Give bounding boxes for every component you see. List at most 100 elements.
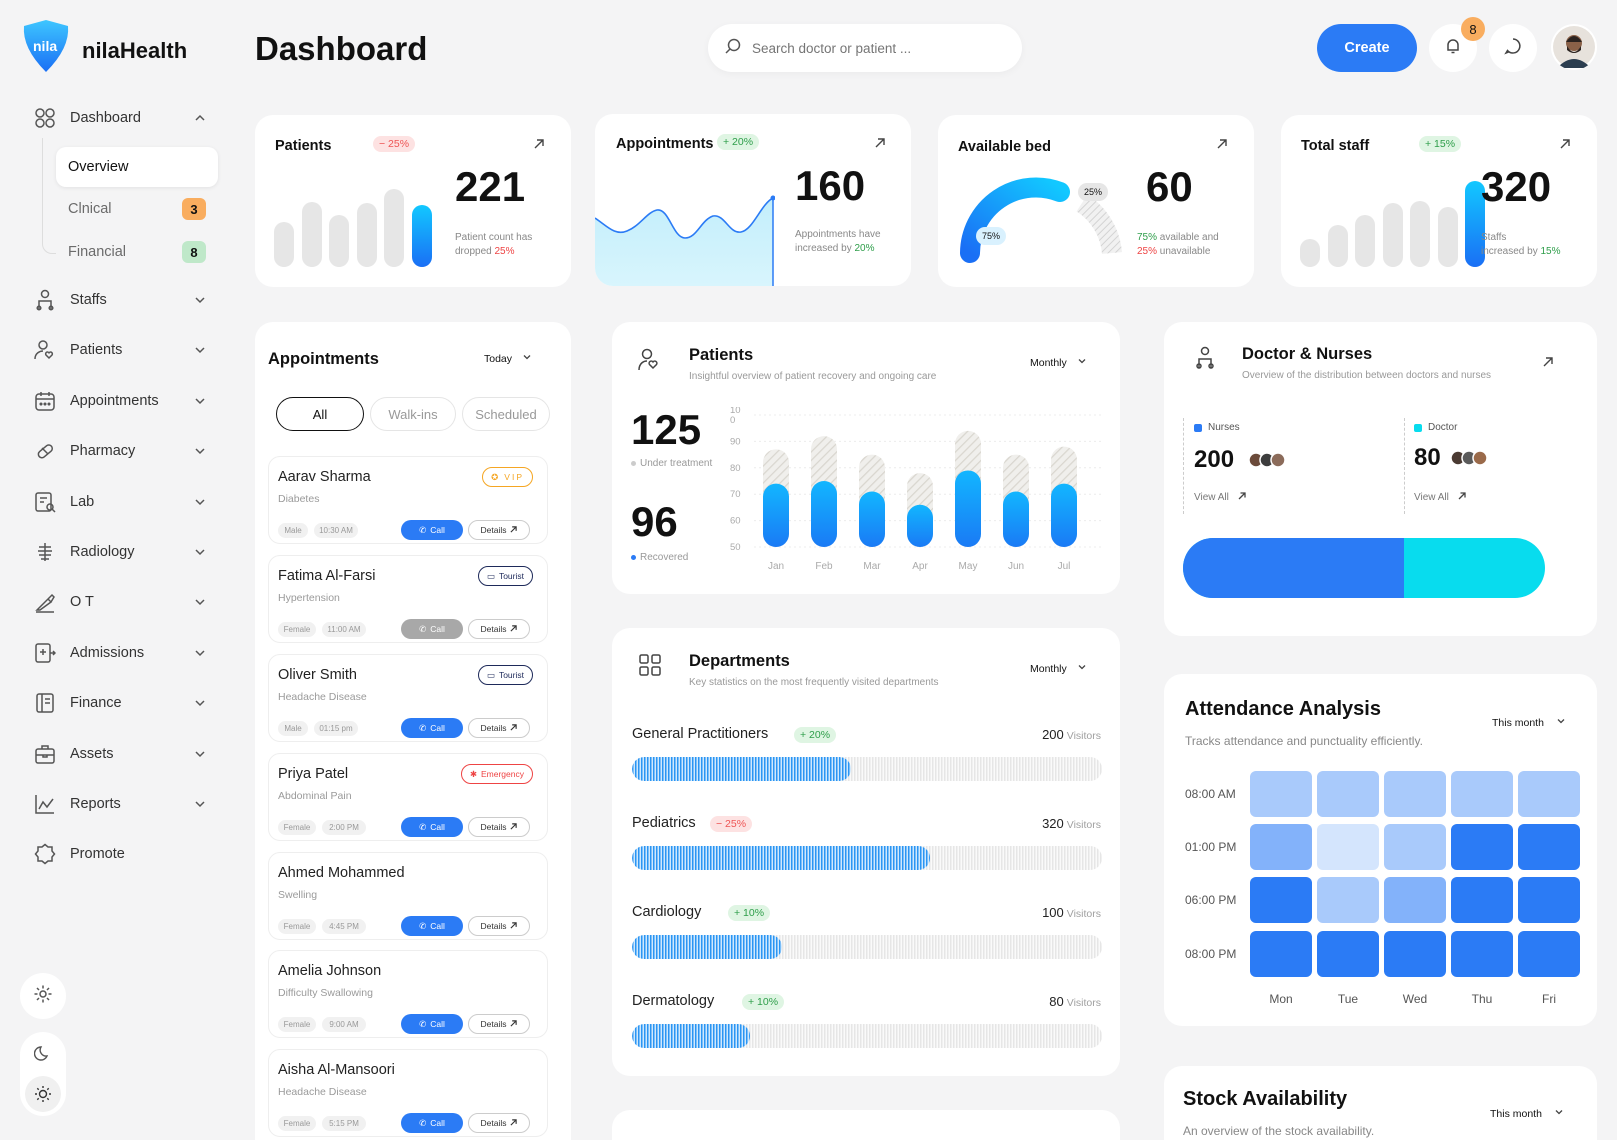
sidebar-item-finance[interactable]: Finance	[34, 688, 206, 718]
expand-arrow-icon[interactable]	[1542, 355, 1554, 373]
stat-card-patients[interactable]: Patients − 25% 221 Patient count has drop…	[255, 115, 571, 287]
call-button[interactable]: ✆ Call	[401, 1113, 463, 1133]
appointment-item[interactable]: Priya Patel Abdominal Pain ✱ Emergency Femal…	[268, 753, 548, 841]
department-bar[interactable]	[632, 846, 1102, 870]
call-button[interactable]: ✆ Call	[401, 916, 463, 936]
search-box[interactable]	[708, 24, 1022, 72]
patients-filter[interactable]: Monthly	[1030, 356, 1087, 369]
stat-card-appointments[interactable]: Appointments + 20% 160 Appointments have…	[595, 114, 911, 286]
heatmap-cell[interactable]	[1518, 824, 1580, 870]
nurses-view-all[interactable]: View All	[1194, 491, 1247, 504]
call-button[interactable]: ✆ Call	[401, 1014, 463, 1034]
sidebar-item-reports[interactable]: Reports	[34, 789, 206, 819]
bar-recovered[interactable]	[1051, 483, 1077, 547]
heatmap-cell[interactable]	[1384, 877, 1446, 923]
sidebar-item-patients[interactable]: Patients	[34, 335, 206, 365]
sidebar-item-appointments[interactable]: Appointments	[34, 386, 206, 416]
bar-recovered[interactable]	[907, 504, 933, 547]
bar-recovered[interactable]	[955, 470, 981, 547]
create-button[interactable]: Create	[1317, 24, 1417, 72]
stat-card-staff[interactable]: Total staff + 15% 320 Staffs increased by…	[1281, 115, 1597, 287]
heatmap-cell[interactable]	[1518, 931, 1580, 977]
appointment-item[interactable]: Ahmed Mohammed Swelling Female 4:45 PM ✆ Call…	[268, 852, 548, 940]
heatmap-cell[interactable]	[1451, 931, 1513, 977]
call-button[interactable]: ✆ Call	[401, 520, 463, 540]
heatmap-cell[interactable]	[1317, 824, 1379, 870]
details-button[interactable]: Details	[468, 520, 530, 540]
sidebar-subitem-clinical[interactable]: Clnical 3	[56, 189, 218, 229]
heatmap-cell[interactable]	[1317, 771, 1379, 817]
button-label: Details	[480, 822, 507, 832]
heatmap-cell[interactable]	[1250, 931, 1312, 977]
sun-icon[interactable]	[25, 1076, 61, 1112]
call-button[interactable]: ✆ Call	[401, 718, 463, 738]
sidebar-item-label: Finance	[70, 695, 122, 711]
expand-arrow-icon[interactable]	[533, 137, 545, 155]
tab-walk-ins[interactable]: Walk-ins	[370, 397, 456, 431]
heatmap-cell[interactable]	[1250, 824, 1312, 870]
search-input[interactable]	[752, 40, 1002, 56]
heatmap-cell[interactable]	[1451, 877, 1513, 923]
expand-arrow-icon[interactable]	[1559, 137, 1571, 155]
bar-recovered[interactable]	[859, 491, 885, 547]
sidebar-item-admissions[interactable]: Admissions	[34, 638, 206, 668]
department-bar[interactable]	[632, 1024, 1102, 1048]
heatmap-cell[interactable]	[1250, 771, 1312, 817]
call-button[interactable]: ✆ Call	[401, 619, 463, 639]
heatmap-cell[interactable]	[1451, 771, 1513, 817]
expand-arrow-icon[interactable]	[1216, 137, 1228, 155]
appointment-item[interactable]: Aarav Sharma Diabetes ✪ VIP Male 10:30 AM ✆ Cal…	[268, 456, 548, 544]
expand-arrow-icon[interactable]	[874, 136, 886, 154]
sidebar-item-lab[interactable]: Lab	[34, 487, 206, 517]
stat-card-beds[interactable]: Available bed 75% 25% 60 75% available a…	[938, 115, 1254, 287]
departments-filter[interactable]: Monthly	[1030, 662, 1087, 675]
sidebar-subitem-overview[interactable]: Overview	[56, 147, 218, 187]
sidebar-item-dashboard[interactable]: Dashboard	[34, 103, 206, 133]
bar-recovered[interactable]	[1003, 491, 1029, 547]
stock-filter[interactable]: This month	[1490, 1107, 1564, 1120]
appointment-item[interactable]: Amelia Johnson Difficulty Swallowing Femal…	[268, 950, 548, 1038]
sidebar-item-promote[interactable]: Promote	[34, 839, 206, 869]
doctor-view-all[interactable]: View All	[1414, 491, 1467, 504]
sidebar-subitem-financial[interactable]: Financial 8	[56, 232, 218, 272]
heatmap-cell[interactable]	[1451, 824, 1513, 870]
brand-logo[interactable]: nila	[20, 18, 72, 74]
details-button[interactable]: Details	[468, 718, 530, 738]
messages-button[interactable]	[1489, 24, 1537, 72]
call-button[interactable]: ✆ Call	[401, 817, 463, 837]
department-bar[interactable]	[632, 935, 1102, 959]
moon-icon[interactable]	[33, 1044, 52, 1067]
appointment-item[interactable]: Fatima Al-Farsi Hypertension ▭ Tourist Femal…	[268, 555, 548, 643]
heatmap-cell[interactable]	[1317, 877, 1379, 923]
sidebar-item-radiology[interactable]: Radiology	[34, 537, 206, 567]
theme-toggle[interactable]	[20, 1032, 66, 1116]
sidebar-item-pharmacy[interactable]: Pharmacy	[34, 436, 206, 466]
details-button[interactable]: Details	[468, 619, 530, 639]
heatmap-cell[interactable]	[1384, 824, 1446, 870]
heatmap-cell[interactable]	[1518, 877, 1580, 923]
heatmap-cell[interactable]	[1250, 877, 1312, 923]
heatmap-cell[interactable]	[1317, 931, 1379, 977]
tab-all[interactable]: All	[276, 397, 364, 431]
details-button[interactable]: Details	[468, 916, 530, 936]
sidebar-item-assets[interactable]: Assets	[34, 739, 206, 769]
tab-scheduled[interactable]: Scheduled	[462, 397, 550, 431]
y-tick-label: 60	[730, 516, 741, 527]
attendance-filter[interactable]: This month	[1492, 716, 1566, 729]
appointment-item[interactable]: Oliver Smith Headache Disease ▭ Tourist Male…	[268, 654, 548, 742]
bar-recovered[interactable]	[811, 481, 837, 547]
heatmap-cell[interactable]	[1518, 771, 1580, 817]
details-button[interactable]: Details	[468, 1014, 530, 1034]
heatmap-cell[interactable]	[1384, 771, 1446, 817]
settings-button[interactable]	[20, 973, 66, 1019]
avatar[interactable]	[1551, 24, 1597, 70]
details-button[interactable]: Details	[468, 1113, 530, 1133]
details-button[interactable]: Details	[468, 817, 530, 837]
department-bar[interactable]	[632, 757, 1102, 781]
appointment-item[interactable]: Aisha Al-Mansoori Headache Disease Female 5…	[268, 1049, 548, 1137]
sidebar-item-staffs[interactable]: Staffs	[34, 285, 206, 315]
appointments-filter[interactable]: Today	[484, 352, 532, 365]
bar-recovered[interactable]	[763, 483, 789, 547]
sidebar-item-ot[interactable]: O T	[34, 587, 206, 617]
heatmap-cell[interactable]	[1384, 931, 1446, 977]
